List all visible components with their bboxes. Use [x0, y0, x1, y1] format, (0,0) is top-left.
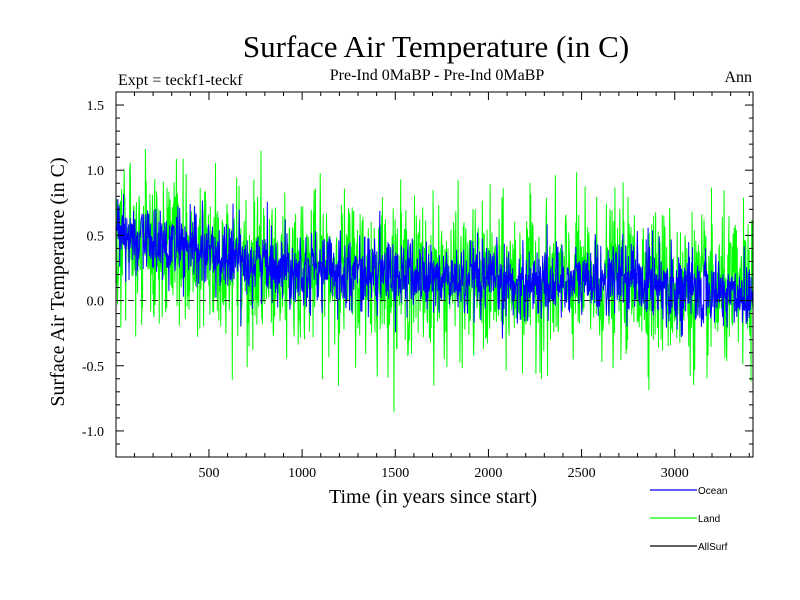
- comparison-label: Pre-Ind 0MaBP - Pre-Ind 0MaBP: [330, 67, 545, 84]
- legend-label-allsurf: AllSurf: [698, 542, 728, 553]
- experiment-label: Expt = teckf1-teckf: [118, 72, 243, 89]
- x-tick-label: 2500: [568, 466, 596, 481]
- series-ocean: [115, 194, 754, 339]
- x-tick-label: 1000: [288, 466, 316, 481]
- legend-label-land: Land: [698, 514, 720, 525]
- y-axis-label: Surface Air Temperature (in C): [47, 157, 69, 406]
- y-axis: -1.0 -0.5 0.0 0.5 1.0 1.5: [82, 99, 753, 445]
- y-tick-label: 1.0: [87, 164, 105, 179]
- x-tick-label: 3000: [661, 466, 689, 481]
- period-label: Ann: [724, 69, 752, 86]
- x-tick-label: 1500: [381, 466, 409, 481]
- x-tick-label: 2000: [474, 466, 502, 481]
- y-tick-label: -0.5: [82, 360, 104, 375]
- series-line-ocean: [115, 194, 754, 339]
- x-tick-label: 500: [198, 466, 219, 481]
- y-tick-label: -1.0: [82, 425, 104, 440]
- x-axis: 500 1000 1500 2000 2500 3000: [133, 92, 750, 481]
- x-axis-label: Time (in years since start): [329, 486, 537, 508]
- y-tick-label: 0.0: [87, 295, 105, 310]
- legend-label-ocean: Ocean: [698, 486, 727, 497]
- chart-title: Surface Air Temperature (in C): [243, 29, 629, 64]
- y-tick-label: 1.5: [87, 99, 105, 114]
- y-tick-label: 0.5: [87, 229, 105, 244]
- plot-area: [115, 148, 754, 413]
- legend: Ocean Land AllSurf: [650, 486, 728, 553]
